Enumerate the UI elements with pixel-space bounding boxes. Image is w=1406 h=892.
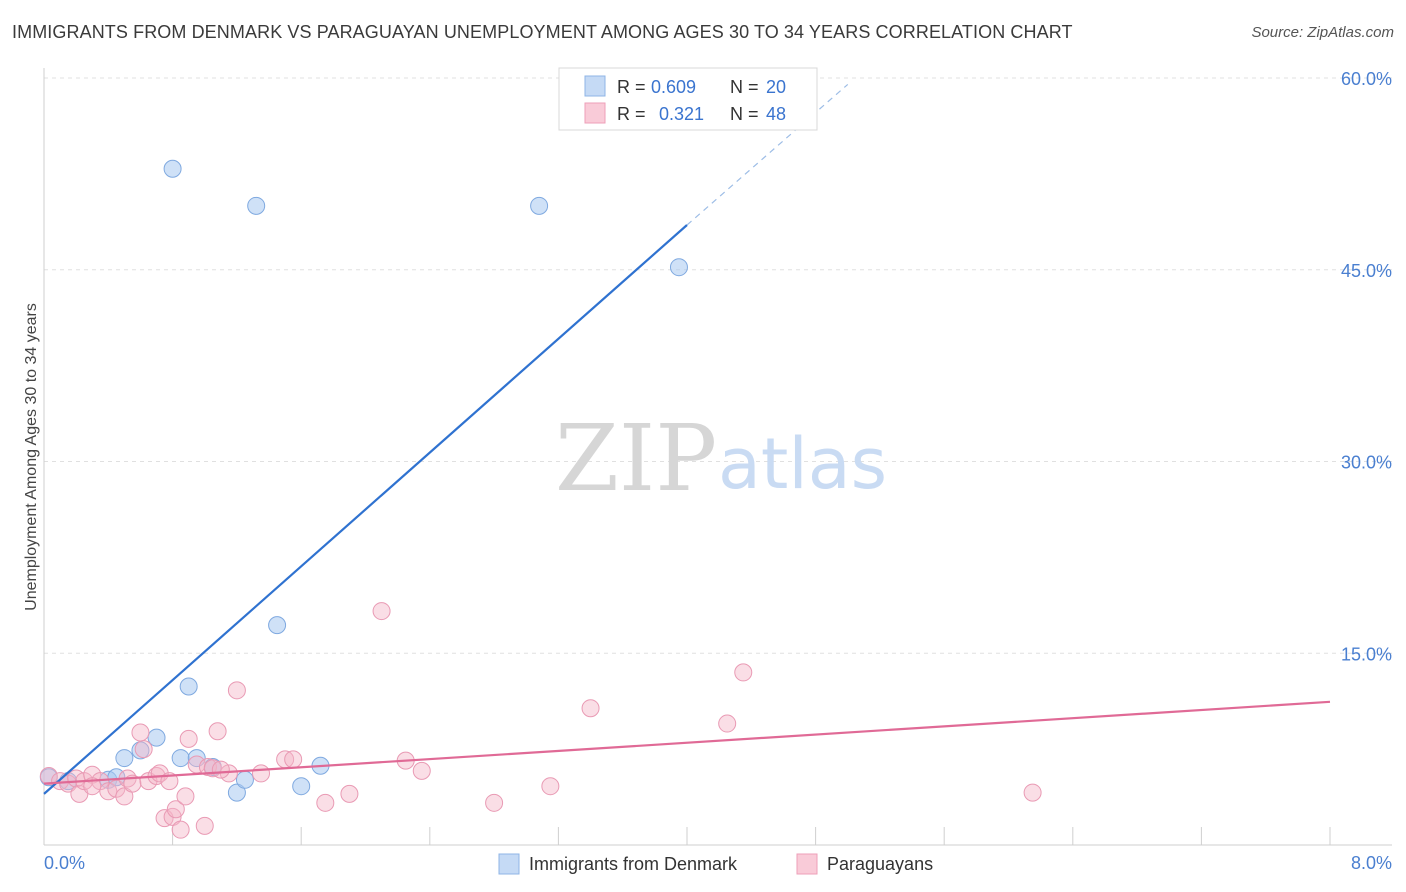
y-tick-label: 60.0%	[1341, 69, 1392, 89]
point-paraguayans	[581, 699, 600, 718]
legend-r-label-2: R =	[617, 104, 646, 124]
trend-lines	[43, 83, 1331, 795]
legend-r-value-1: 0.609	[651, 77, 696, 97]
legend-n-value-2: 48	[766, 104, 786, 124]
point-paraguayans	[176, 787, 195, 806]
point-paraguayans	[150, 764, 169, 783]
point-paraguayans	[541, 777, 560, 796]
point-paraguayans	[734, 663, 753, 682]
point-paraguayans	[134, 740, 153, 759]
point-denmark	[163, 159, 182, 178]
point-paraguayans	[166, 800, 185, 819]
point-paraguayans	[208, 722, 227, 741]
point-paraguayans	[195, 816, 214, 835]
legend-bottom-swatch-blue	[498, 853, 520, 875]
legend-r-value-2: 0.321	[659, 104, 704, 124]
point-paraguayans	[171, 820, 190, 839]
point-paraguayans	[1023, 783, 1042, 802]
point-denmark	[247, 196, 266, 215]
trend-line-paraguayans	[43, 700, 1331, 785]
legend-n-value-1: 20	[766, 77, 786, 97]
point-paraguayans	[485, 793, 504, 812]
legend-r-label-1: R =	[617, 77, 646, 97]
legend-bottom-swatch-pink	[796, 853, 818, 875]
legend-n-label-1: N =	[730, 77, 759, 97]
point-paraguayans	[284, 750, 303, 769]
tick-labels: 15.0% 30.0% 45.0% 60.0% 0.0% 8.0%	[44, 69, 1392, 873]
correlation-legend: R = 0.609 N = 20 R = 0.321 N = 48	[558, 67, 818, 131]
legend-bottom-label-pink: Paraguayans	[827, 854, 933, 874]
point-paraguayans	[115, 787, 134, 806]
chart-title: IMMIGRANTS FROM DENMARK VS PARAGUAYAN UN…	[12, 22, 1073, 42]
point-denmark	[227, 783, 246, 802]
point-paraguayans	[227, 681, 246, 700]
point-denmark	[530, 196, 549, 215]
point-paraguayans	[252, 764, 271, 783]
y-tick-label: 30.0%	[1341, 453, 1392, 473]
point-denmark	[147, 728, 166, 747]
x-tick-label-max: 8.0%	[1351, 853, 1392, 873]
point-denmark	[235, 770, 254, 789]
source-label: Source: ZipAtlas.com	[1251, 24, 1394, 41]
point-paraguayans	[179, 729, 198, 748]
series-legend: Immigrants from Denmark Paraguayans	[498, 853, 933, 875]
point-denmark	[268, 616, 287, 635]
watermark: ZIP atlas	[555, 405, 887, 512]
point-paraguayans	[316, 793, 335, 812]
point-denmark	[179, 677, 198, 696]
point-denmark	[292, 777, 311, 796]
grid-lines	[44, 77, 1392, 654]
point-paraguayans	[340, 784, 359, 803]
series-paraguayans-points	[39, 602, 1042, 839]
y-axis-label: Unemployment Among Ages 30 to 34 years	[23, 303, 40, 611]
point-paraguayans	[718, 714, 737, 733]
trend-line-denmark	[43, 224, 688, 795]
trend-line-denmark-extension	[686, 83, 849, 226]
point-paraguayans	[372, 602, 391, 621]
x-tick-label-min: 0.0%	[44, 853, 85, 873]
watermark-atlas: atlas	[718, 423, 887, 505]
point-denmark	[115, 749, 134, 768]
y-tick-label: 15.0%	[1341, 644, 1392, 664]
point-paraguayans	[83, 777, 102, 796]
y-tick-label: 45.0%	[1341, 261, 1392, 281]
point-paraguayans	[412, 761, 431, 780]
legend-n-label-2: N =	[730, 104, 759, 124]
point-denmark	[171, 749, 190, 768]
point-paraguayans	[131, 723, 150, 742]
point-denmark	[669, 258, 688, 277]
point-paraguayans	[123, 774, 142, 793]
point-paraguayans	[211, 760, 230, 779]
watermark-zip: ZIP	[555, 405, 717, 512]
point-paraguayans	[39, 766, 58, 785]
legend-swatch-pink	[584, 102, 606, 124]
legend-swatch-blue	[584, 75, 606, 97]
legend-bottom-label-blue: Immigrants from Denmark	[529, 854, 738, 874]
